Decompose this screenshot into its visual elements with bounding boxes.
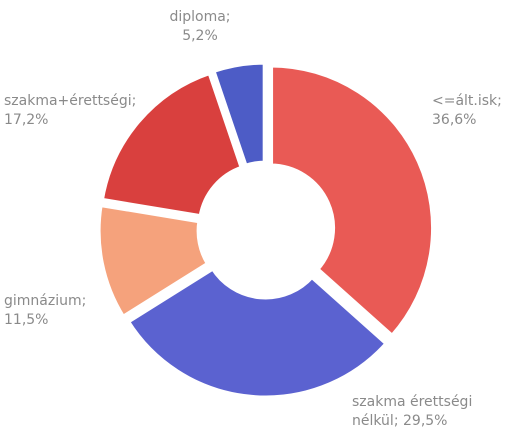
value-label: 17,2% (4, 112, 49, 128)
category-label: diploma; (169, 9, 231, 25)
value-label: 36,6% (432, 112, 477, 128)
slice (95, 201, 212, 321)
data-label: gimnázium; 11,5% (4, 292, 124, 330)
data-label: diploma; 5,2% (150, 8, 250, 46)
slice (123, 264, 391, 401)
slice (98, 69, 246, 220)
value-label: 5,2% (182, 28, 218, 44)
value-label: 29,5% (403, 413, 448, 429)
slice (209, 59, 268, 170)
slice (268, 62, 437, 341)
data-label: szakma érettségi nélkül; 29,5% (352, 393, 502, 431)
data-label: szakma+érettségi; 17,2% (4, 92, 164, 130)
data-label: <=ált.isk; 36,6% (432, 92, 507, 130)
category-label: <=ált.isk; (432, 93, 502, 109)
category-label: gimnázium; (4, 293, 87, 309)
category-label: szakma érettségi nélkül; (352, 394, 473, 429)
value-label: 11,5% (4, 312, 49, 328)
category-label: szakma+érettségi; (4, 93, 137, 109)
